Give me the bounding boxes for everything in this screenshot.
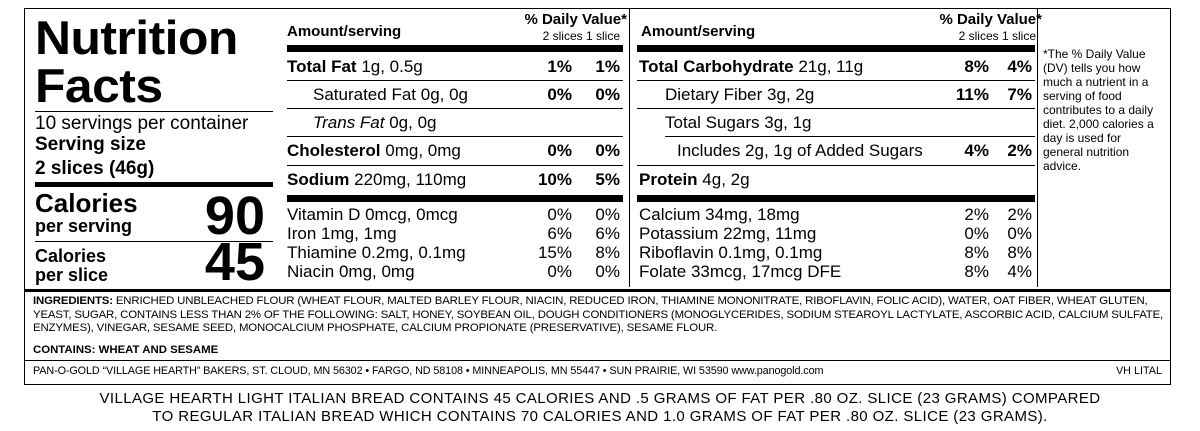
dv-pct: 7% [1007, 85, 1032, 104]
nutrient-row-total-sugars: Total Sugars 3g, 1g [665, 113, 812, 132]
daily-value-header-right: % Daily Value* [939, 11, 1042, 28]
dv-columns-header: 2 slices 1 slice [542, 29, 620, 43]
vitamin-row: Vitamin D 0mcg, 0mcg [287, 205, 458, 224]
dv-pct: 0% [547, 141, 572, 160]
dv-columns-header-right: 2 slices 1 slice [958, 29, 1036, 43]
dv-pct: 6% [547, 224, 572, 243]
vitamin-row: Niacin 0mg, 0mg [287, 262, 415, 281]
column-separator [629, 9, 630, 287]
divider [287, 165, 623, 166]
vitamin-row: Riboflavin 0.1mg, 0.1mg [639, 243, 823, 262]
allergen-statement: CONTAINS: WHEAT AND SESAME [33, 344, 219, 356]
bakers-address-line: PAN-O-GOLD “VILLAGE HEARTH” BAKERS, ST. … [33, 365, 824, 377]
dv-pct: 8% [1007, 243, 1032, 262]
servings-per-container: 10 servings per container [35, 113, 249, 134]
thick-divider [287, 45, 623, 52]
divider [287, 136, 623, 137]
thick-divider [25, 289, 1170, 292]
vitamin-row: Potassium 22mg, 11mg [639, 224, 817, 243]
dv-pct: 2% [1007, 205, 1032, 224]
nutrient-row-total-carbohydrate: Total Carbohydrate 21g, 11g [639, 57, 864, 76]
serving-size-value: 2 slices (46g) [35, 158, 155, 179]
dv-pct: 5% [595, 170, 620, 189]
ingredients-statement: INGREDIENTS: ENRICHED UNBLEACHED FLOUR (… [33, 295, 1164, 334]
dv-pct: 0% [595, 205, 620, 224]
dv-pct: 11% [955, 85, 989, 104]
nutrient-row-protein: Protein 4g, 2g [639, 170, 750, 189]
dv-pct: 6% [595, 224, 620, 243]
panel-title-line1: Nutrition [35, 11, 238, 64]
divider [35, 111, 273, 112]
claim-line-1: VILLAGE HEARTH LIGHT ITALIAN BREAD CONTA… [99, 390, 1101, 407]
thick-divider [637, 195, 1035, 202]
calories-per-slice-value: 45 [204, 232, 265, 292]
nutrient-row-trans-fat: Trans Fat 0g, 0g [313, 113, 437, 132]
dv-pct: 10% [537, 170, 572, 189]
dv-pct: 0% [595, 85, 620, 104]
dv-pct: 0% [595, 141, 620, 160]
dv-pct: 1% [547, 57, 572, 76]
nutrient-row-total-fat: Total Fat 1g, 0.5g [287, 57, 423, 76]
serving-size-label: Serving size [35, 134, 146, 155]
thick-divider [637, 45, 1035, 52]
dv-pct: 8% [595, 243, 620, 262]
nutrient-row-cholesterol: Cholesterol 0mg, 0mg [287, 141, 461, 160]
nutrient-row-dietary-fiber: Dietary Fiber 3g, 2g [665, 85, 815, 104]
dv-pct: 4% [964, 141, 989, 160]
dv-pct: 0% [1007, 224, 1032, 243]
calories-per-serving-value: 90 [204, 186, 265, 246]
nutrient-row-saturated-fat: Saturated Fat 0g, 0g [313, 85, 469, 104]
dv-pct: 2% [1007, 141, 1032, 160]
dv-pct: 0% [595, 262, 620, 281]
nutrient-row-sodium: Sodium 220mg, 110mg [287, 170, 467, 189]
vitamin-row: Folate 33mcg, 17mcg DFE [639, 262, 842, 281]
calories-per-serving-label: Calories [35, 188, 138, 218]
thick-divider [287, 195, 623, 202]
daily-value-footnote: *The % Daily Value (DV) tells you how mu… [1043, 47, 1154, 173]
thick-divider [35, 182, 273, 187]
dv-pct: 1% [595, 57, 620, 76]
nutrient-row-added-sugars: Includes 2g, 1g of Added Sugars [677, 141, 923, 160]
calories-per-slice-sub: per slice [35, 265, 109, 285]
dv-pct: 4% [1007, 57, 1032, 76]
divider [637, 165, 1035, 166]
divider [35, 241, 273, 242]
divider [637, 80, 1035, 81]
vitamin-row: Calcium 34mg, 18mg [639, 205, 800, 224]
calories-per-slice-label: Calories [35, 246, 107, 266]
amount-serving-header-right: Amount/serving [641, 23, 756, 40]
column-separator [1037, 9, 1038, 287]
calories-per-serving-sub: per serving [35, 216, 133, 236]
nutrition-facts-panel: Nutrition Facts 10 servings per containe… [24, 8, 1171, 385]
vitamin-row: Iron 1mg, 1mg [287, 224, 397, 243]
divider [665, 136, 1035, 137]
dv-pct: 2% [964, 205, 989, 224]
claim-line-2: TO REGULAR ITALIAN BREAD WHICH CONTAINS … [152, 408, 1048, 425]
amount-serving-header: Amount/serving [287, 23, 402, 40]
dv-pct: 0% [547, 205, 572, 224]
vitamin-row: Thiamine 0.2mg, 0.1mg [287, 243, 466, 262]
dv-pct: 0% [547, 85, 572, 104]
dv-pct: 8% [964, 262, 989, 281]
dv-pct: 0% [964, 224, 989, 243]
divider [25, 360, 1170, 361]
dv-pct: 15% [537, 243, 572, 262]
dv-pct: 4% [1007, 262, 1032, 281]
dv-pct: 8% [964, 57, 989, 76]
divider [287, 108, 623, 109]
dv-pct: 0% [547, 262, 572, 281]
daily-value-header: % Daily Value* [524, 11, 627, 28]
dv-pct: 8% [964, 243, 989, 262]
product-code: VH LITAL [1115, 365, 1162, 377]
panel-title-line2: Facts [35, 59, 163, 112]
divider [287, 80, 623, 81]
divider [637, 108, 1035, 109]
